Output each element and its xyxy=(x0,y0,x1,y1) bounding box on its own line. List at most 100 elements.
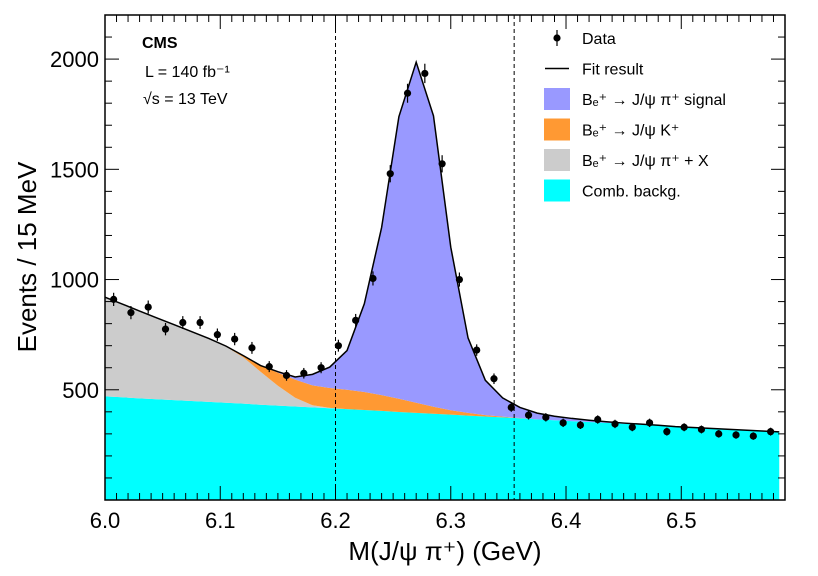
data-marker xyxy=(697,425,706,434)
data-point xyxy=(473,344,481,356)
data-marker xyxy=(507,403,515,412)
legend-label: Comb. backg. xyxy=(582,184,681,201)
data-marker xyxy=(455,275,464,284)
legend-swatch xyxy=(544,88,570,110)
y-tick-label: 1500 xyxy=(50,157,99,182)
data-point xyxy=(524,410,533,420)
data-point xyxy=(127,306,135,320)
data-marker xyxy=(766,428,775,436)
data-marker xyxy=(369,274,377,283)
data-point xyxy=(369,271,377,286)
data-point xyxy=(766,427,775,436)
data-point xyxy=(265,361,273,373)
data-marker xyxy=(438,160,446,168)
fit-component-areas xyxy=(105,62,780,500)
legend-entry: Bₑ⁺ → J/ψ K⁺ xyxy=(544,118,679,141)
data-marker xyxy=(559,419,567,427)
data-marker xyxy=(749,432,757,440)
data-point xyxy=(196,316,204,329)
x-tick-label: 6.5 xyxy=(666,508,697,533)
x-tick-label: 6.0 xyxy=(90,508,121,533)
data-point xyxy=(611,419,619,429)
data-point xyxy=(663,427,671,436)
data-point xyxy=(248,341,256,354)
legend-entry: Data xyxy=(553,30,616,48)
data-marker xyxy=(248,344,256,352)
x-tick-label: 6.4 xyxy=(551,508,582,533)
legend-label: Bₑ⁺ → J/ψ π⁺ signal xyxy=(582,92,726,109)
legend-label: Bₑ⁺ → J/ψ K⁺ xyxy=(582,123,679,140)
data-point xyxy=(282,370,291,381)
legend: Data Fit result Bₑ⁺ → J/ψ π⁺ signal Bₑ⁺ → J… xyxy=(544,30,726,202)
data-marker xyxy=(542,413,550,421)
comb-backg-area xyxy=(105,396,780,500)
y-axis-title: Events / 15 MeV xyxy=(12,161,42,352)
data-point xyxy=(352,313,360,327)
data-point xyxy=(144,300,152,314)
legend-entry: Bₑ⁺ → J/ψ π⁺ + X xyxy=(544,149,709,171)
legend-entry: Bₑ⁺ → J/ψ π⁺ signal xyxy=(544,88,726,110)
data-point xyxy=(213,328,221,341)
data-point xyxy=(421,63,429,84)
data-point xyxy=(386,165,394,183)
legend-swatch xyxy=(544,118,570,141)
data-point xyxy=(628,423,636,432)
data-marker xyxy=(628,423,636,431)
y-tick-label: 2000 xyxy=(50,47,99,72)
data-point xyxy=(559,418,567,428)
x-tick-label: 6.3 xyxy=(435,508,466,533)
data-marker xyxy=(334,342,342,350)
data-point xyxy=(490,373,498,385)
data-point xyxy=(732,431,740,439)
data-marker xyxy=(179,318,187,327)
data-marker xyxy=(144,303,152,311)
data-marker xyxy=(715,430,723,438)
signal-area xyxy=(105,62,780,432)
y-tick-label: 500 xyxy=(62,378,99,403)
data-point xyxy=(594,415,602,424)
data-marker xyxy=(663,428,671,436)
data-marker xyxy=(213,331,221,339)
data-point xyxy=(334,339,342,352)
legend-swatch xyxy=(544,149,570,171)
data-point xyxy=(680,423,688,432)
data-point xyxy=(455,272,464,287)
legend-swatch xyxy=(544,179,570,202)
data-point xyxy=(231,332,239,346)
jpsi-pi-x-area xyxy=(105,297,780,432)
fit-result-curve xyxy=(104,59,780,433)
y-tick-label: 1000 xyxy=(50,268,99,293)
data-point xyxy=(317,362,325,374)
data-marker xyxy=(421,69,429,78)
data-point xyxy=(507,403,515,412)
data-points xyxy=(110,63,775,440)
x-axis-title: M(J/ψ π⁺) (GeV) xyxy=(348,536,541,566)
data-marker xyxy=(196,318,204,327)
legend-marker xyxy=(553,34,561,42)
data-marker xyxy=(732,431,740,439)
data-marker xyxy=(576,421,585,429)
data-marker xyxy=(594,415,602,424)
data-marker xyxy=(231,335,239,343)
data-point xyxy=(179,316,187,329)
legend-entry: Fit result xyxy=(545,62,644,79)
legend-label: Data xyxy=(582,31,616,48)
data-marker xyxy=(317,364,325,372)
data-marker xyxy=(473,346,481,354)
data-marker xyxy=(282,371,291,380)
data-marker xyxy=(403,89,412,97)
data-point xyxy=(403,83,412,103)
data-marker xyxy=(127,309,135,317)
luminosity-label: L = 140 fb⁻¹ xyxy=(145,64,230,81)
data-marker xyxy=(611,420,619,428)
data-marker xyxy=(352,316,360,324)
data-point xyxy=(576,421,585,430)
data-point xyxy=(715,430,723,438)
data-point xyxy=(300,367,308,379)
data-point xyxy=(749,432,757,440)
data-marker xyxy=(524,411,533,419)
legend-entry: Comb. backg. xyxy=(544,179,681,202)
axis-ticks xyxy=(104,14,786,500)
data-marker xyxy=(161,325,170,333)
data-point xyxy=(438,155,446,173)
